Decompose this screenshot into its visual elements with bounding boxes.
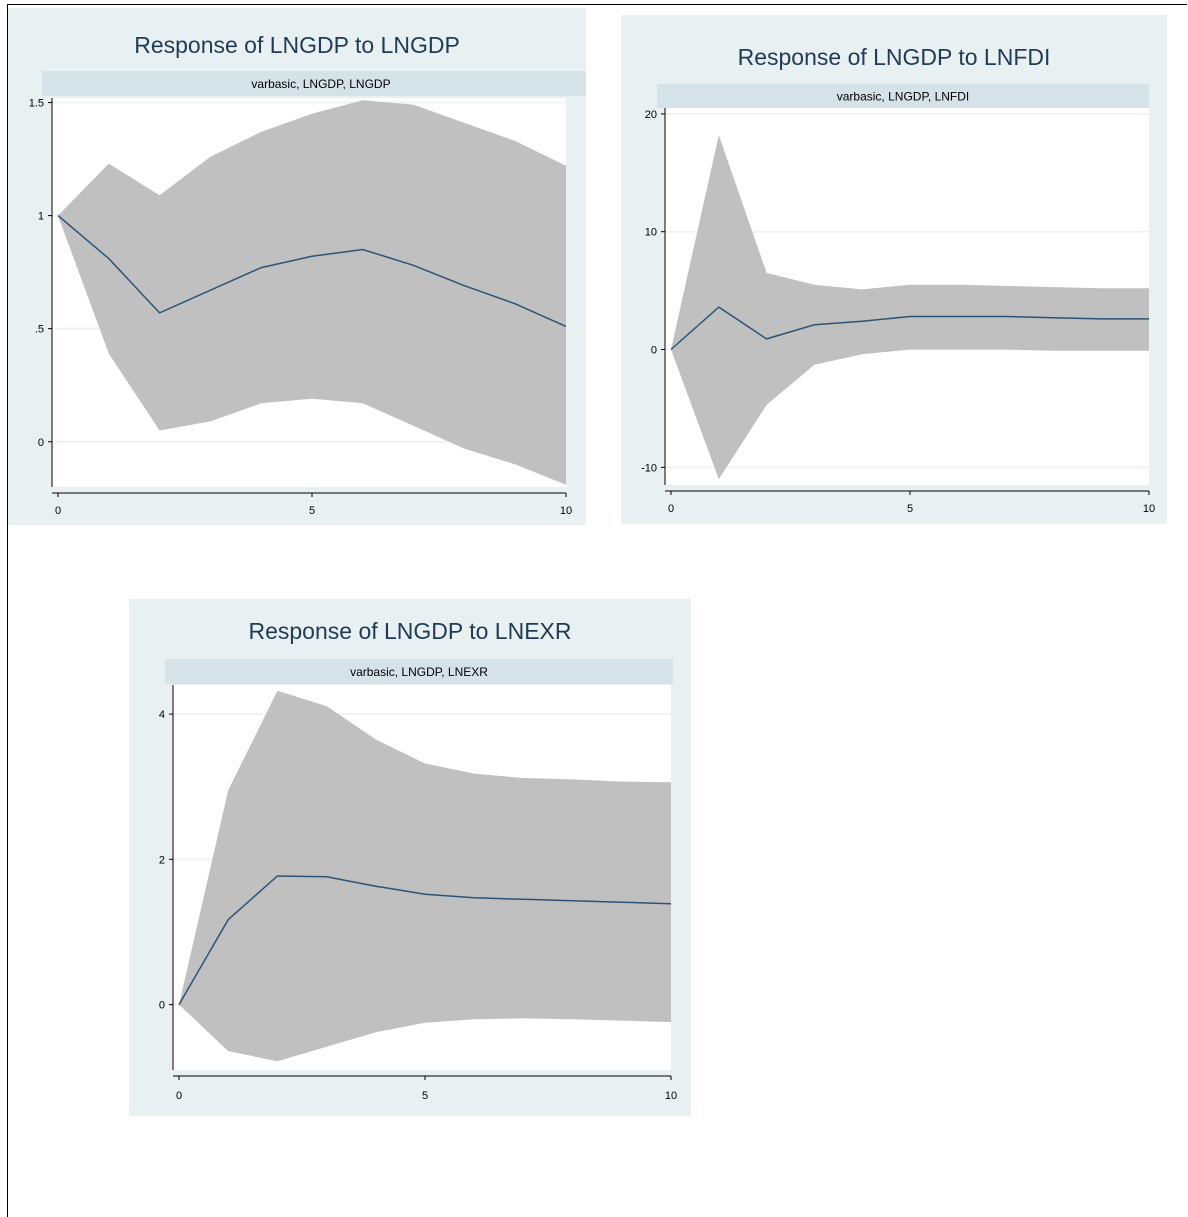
x-tick-label: 0 [55,505,61,517]
y-tick-label: .5 [35,324,44,336]
x-tick-label: 5 [309,505,315,517]
chart-svg: Response of LNGDP to LNEXR varbasic, LNGD… [159,618,677,1102]
chart-response-lngdp-to-lngdp: Response of LNGDP to LNGDP varbasic, LNGD… [8,8,586,525]
y-tick-label: -10 [641,462,657,474]
strip-label: varbasic, LNGDP, LNGDP [251,77,390,91]
chart-svg: Response of LNGDP to LNFDI varbasic, LNGD… [641,44,1155,515]
page-frame [7,4,1187,1217]
strip-label: varbasic, LNGDP, LNFDI [837,90,970,104]
x-tick-label: 10 [1143,503,1155,515]
strip-background [657,84,1149,108]
y-tick-label: 0 [38,437,44,449]
x-tick-label: 5 [422,1090,428,1102]
x-tick-label: 0 [668,503,674,515]
confidence-band [671,135,1149,480]
chart-response-lngdp-to-lnexr: Response of LNGDP to LNEXR varbasic, LNGD… [129,599,691,1116]
irf-line [57,215,567,328]
y-tick-label: 0 [651,345,657,357]
y-tick-label: 1.5 [29,98,44,110]
irf-line [670,306,1149,351]
y-tick-label: 4 [159,709,165,721]
chart-title: Response of LNGDP to LNEXR [248,618,571,644]
x-tick-label: 0 [176,1090,182,1102]
x-tick-label: 5 [907,503,913,515]
y-tick-label: 20 [645,109,657,121]
chart-title: Response of LNGDP to LNFDI [738,44,1051,70]
strip-background [165,659,673,684]
confidence-band [179,690,671,1062]
strip-background [42,71,586,96]
y-tick-label: 10 [645,227,657,239]
irf-line [178,875,672,1005]
chart-svg: Response of LNGDP to LNGDP varbasic, LNGD… [29,32,586,517]
chart-response-lngdp-to-lnfdi: Response of LNGDP to LNFDI varbasic, LNGD… [621,15,1167,524]
y-tick-label: 2 [159,854,165,866]
confidence-band [58,100,566,485]
y-tick-label: 0 [159,1000,165,1012]
y-tick-label: 1 [38,211,44,223]
x-tick-label: 10 [665,1090,677,1102]
chart-title: Response of LNGDP to LNGDP [134,32,460,58]
strip-label: varbasic, LNGDP, LNEXR [350,665,488,679]
x-tick-label: 10 [560,505,572,517]
